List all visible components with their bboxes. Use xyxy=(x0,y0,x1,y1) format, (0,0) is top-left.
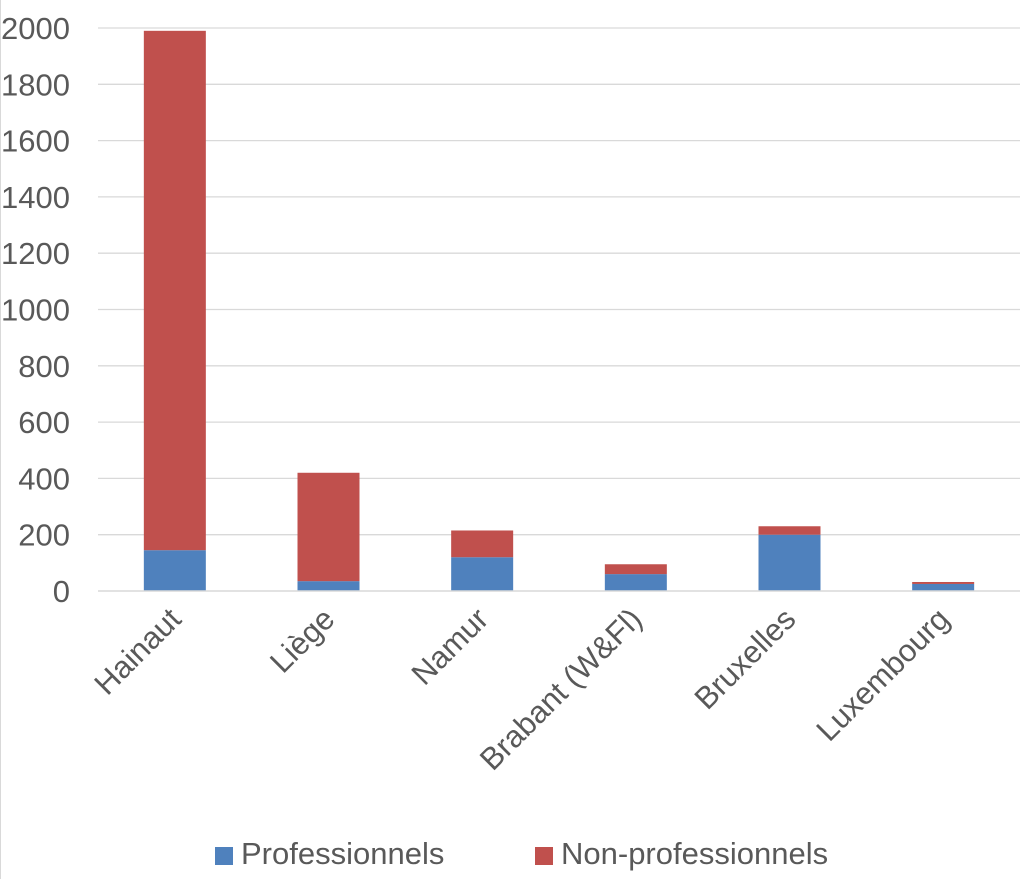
x-tick-label: Namur xyxy=(405,601,496,692)
bar-segment xyxy=(758,534,821,591)
bar-segment xyxy=(758,526,821,535)
x-tick-label: Luxembourg xyxy=(810,601,957,748)
y-tick-label: 1800 xyxy=(1,67,70,102)
legend-label: Non-professionnels xyxy=(561,836,828,871)
x-tick-label: Liège xyxy=(263,601,341,679)
bar-segment xyxy=(143,30,206,551)
bar-segment xyxy=(451,557,514,591)
y-tick-label: 1600 xyxy=(1,124,70,159)
legend-marker xyxy=(535,847,553,865)
bar-segment xyxy=(604,574,667,591)
y-tick-label: 800 xyxy=(18,349,70,384)
legend-marker xyxy=(215,847,233,865)
chart-frame-edge xyxy=(0,0,1,879)
bar-segment xyxy=(143,550,206,591)
legend-label: Professionnels xyxy=(241,836,444,871)
y-tick-label: 2000 xyxy=(1,11,70,46)
y-tick-label: 400 xyxy=(18,461,70,496)
y-tick-label: 600 xyxy=(18,405,70,440)
y-tick-label: 0 xyxy=(53,574,70,609)
gridlines xyxy=(98,27,1020,536)
bar-segment xyxy=(604,564,667,575)
x-tick-label: Bruxelles xyxy=(688,601,803,716)
legend: Professionnels Non-professionnels xyxy=(215,836,828,871)
y-tick-label: 200 xyxy=(18,518,70,553)
bars xyxy=(143,30,975,591)
bar-segment xyxy=(297,581,360,591)
bar-segment xyxy=(451,530,514,558)
y-tick-label: 1400 xyxy=(1,180,70,215)
x-tick-label: Brabant (W&Fl) xyxy=(473,601,649,777)
x-tick-label: Hainaut xyxy=(87,601,188,702)
bar-segment xyxy=(912,581,975,584)
y-tick-label: 1000 xyxy=(1,293,70,328)
y-axis-tick-labels: 0 200 400 600 800 1000 1200 1400 1600 1800 2000 xyxy=(1,11,70,609)
bar-segment xyxy=(297,472,360,582)
bar-segment xyxy=(912,583,975,591)
y-tick-label: 1200 xyxy=(1,236,70,271)
